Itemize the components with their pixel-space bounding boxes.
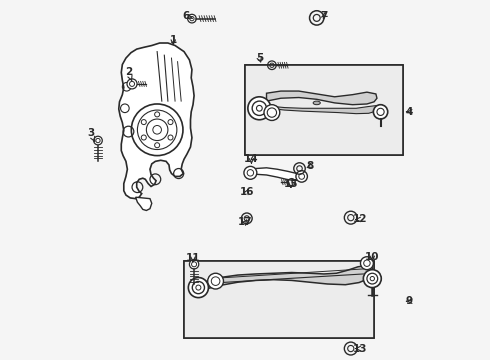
Bar <box>245 65 403 155</box>
Circle shape <box>188 14 196 23</box>
Text: 12: 12 <box>352 215 367 224</box>
Circle shape <box>188 278 208 298</box>
Text: 11: 11 <box>186 253 200 263</box>
Text: 17: 17 <box>238 217 252 227</box>
Polygon shape <box>270 105 378 114</box>
Circle shape <box>248 97 271 120</box>
Polygon shape <box>248 168 302 181</box>
Text: 4: 4 <box>406 107 413 117</box>
Circle shape <box>127 79 137 89</box>
Circle shape <box>296 171 307 182</box>
Text: 16: 16 <box>240 187 254 197</box>
Circle shape <box>364 270 381 288</box>
Circle shape <box>361 257 373 270</box>
Circle shape <box>208 273 223 289</box>
Circle shape <box>131 104 183 156</box>
Polygon shape <box>136 197 152 211</box>
Circle shape <box>190 260 199 269</box>
Text: 10: 10 <box>365 252 380 262</box>
Bar <box>184 261 374 338</box>
Polygon shape <box>119 43 194 199</box>
Text: 13: 13 <box>352 343 367 354</box>
Text: 2: 2 <box>125 67 132 81</box>
Circle shape <box>94 136 102 145</box>
Text: 5: 5 <box>256 53 263 63</box>
Ellipse shape <box>313 101 320 105</box>
Text: 14: 14 <box>244 154 259 164</box>
Text: 3: 3 <box>87 129 95 141</box>
Text: 9: 9 <box>406 296 413 306</box>
Bar <box>245 65 403 155</box>
Circle shape <box>244 166 257 179</box>
Text: 8: 8 <box>306 161 313 171</box>
Text: 6: 6 <box>182 11 193 21</box>
Text: 7: 7 <box>320 11 328 21</box>
Polygon shape <box>192 265 373 293</box>
Text: 15: 15 <box>284 179 298 189</box>
Bar <box>184 261 374 338</box>
Circle shape <box>264 105 280 121</box>
Text: 1: 1 <box>170 35 177 45</box>
Circle shape <box>373 105 388 119</box>
Polygon shape <box>267 91 377 105</box>
